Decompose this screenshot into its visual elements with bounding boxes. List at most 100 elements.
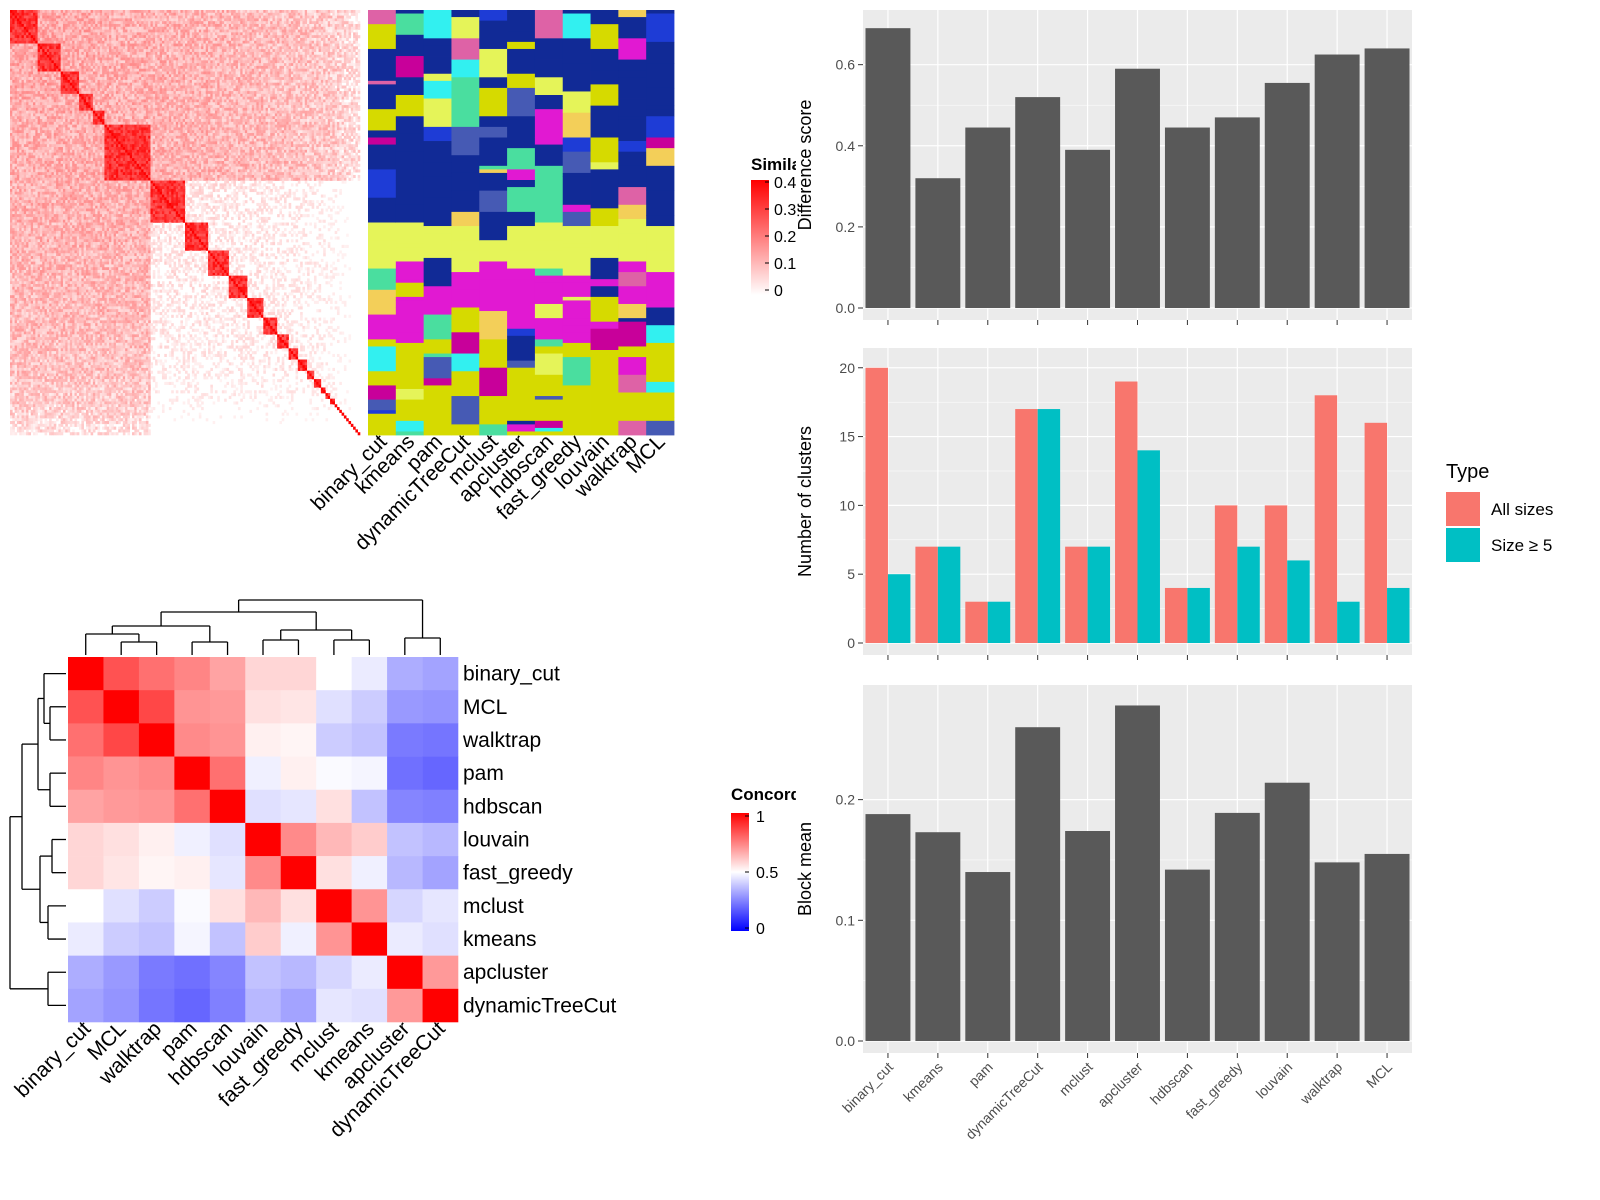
similarity-cell: [166, 57, 170, 61]
similarity-cell: [214, 15, 218, 19]
similarity-cell: [178, 29, 181, 33]
similarity-cell: [256, 93, 259, 97]
similarity-cell: [316, 26, 319, 30]
similarity-cell: [111, 65, 114, 70]
similarity-cell: [79, 32, 82, 36]
similarity-cell: [355, 26, 358, 30]
similarity-cell: [79, 82, 82, 86]
similarity-cell: [332, 23, 335, 28]
similarity-cell: [297, 46, 301, 50]
similarity-cell: [157, 40, 160, 44]
similarity-cell: [23, 82, 27, 86]
similarity-cell: [295, 91, 299, 95]
similarity-cell: [175, 46, 179, 50]
similarity-cell: [191, 74, 195, 78]
similarity-cell: [58, 65, 61, 70]
similarity-cell: [274, 10, 278, 14]
similarity-cell: [134, 91, 137, 95]
similarity-cell: [293, 82, 296, 86]
similarity-cell: [164, 21, 167, 25]
similarity-cell: [164, 71, 167, 75]
similarity-cell: [205, 49, 209, 53]
similarity-cell: [302, 10, 306, 14]
similarity-cell: [33, 79, 36, 83]
similarity-cell: [109, 37, 112, 42]
similarity-cell: [309, 32, 312, 36]
similarity-cell: [318, 23, 322, 28]
similarity-cell: [164, 65, 167, 70]
similarity-cell: [334, 99, 338, 103]
similarity-cell: [28, 23, 32, 28]
similarity-cell: [159, 99, 163, 103]
similarity-cell: [58, 102, 61, 106]
similarity-cell: [251, 35, 255, 39]
similarity-cell: [30, 60, 34, 64]
similarity-cell: [235, 18, 239, 22]
similarity-cell: [297, 71, 301, 75]
similarity-cell: [226, 60, 230, 64]
similarity-cell: [175, 40, 179, 44]
similarity-cell: [235, 23, 239, 28]
similarity-cell: [251, 82, 255, 86]
similarity-cell: [267, 82, 271, 86]
similarity-cell: [350, 54, 354, 58]
similarity-cell: [51, 10, 55, 14]
similarity-cell: [102, 18, 105, 22]
similarity-cell: [14, 35, 18, 39]
similarity-cell: [237, 82, 241, 86]
similarity-cell: [293, 88, 296, 92]
similarity-cell: [10, 15, 13, 19]
similarity-cell: [332, 88, 335, 92]
similarity-cell: [28, 32, 32, 36]
similarity-cell: [159, 10, 163, 14]
similarity-cell: [129, 79, 133, 83]
similarity-cell: [39, 88, 43, 92]
similarity-cell: [316, 82, 319, 86]
similarity-cell: [39, 79, 43, 83]
similarity-cell: [274, 15, 278, 19]
similarity-cell: [74, 96, 78, 100]
similarity-cell: [166, 99, 170, 103]
similarity-cell: [49, 68, 52, 72]
similarity-cell: [198, 23, 202, 28]
similarity-cell: [327, 79, 331, 83]
similarity-cell: [90, 15, 94, 19]
similarity-cell: [332, 60, 335, 64]
similarity-cell: [313, 32, 317, 36]
similarity-cell: [106, 65, 110, 70]
similarity-cell: [231, 77, 234, 81]
similarity-cell: [23, 35, 27, 39]
similarity-cell: [256, 54, 259, 58]
similarity-cell: [274, 79, 278, 83]
similarity-cell: [274, 37, 278, 42]
similarity-cell: [155, 91, 158, 95]
similarity-cell: [242, 71, 246, 75]
similarity-cell: [251, 49, 255, 53]
similarity-cell: [10, 102, 13, 106]
similarity-cell: [166, 54, 170, 58]
similarity-cell: [51, 40, 55, 44]
similarity-cell: [10, 10, 13, 14]
similarity-cell: [233, 23, 236, 28]
similarity-cell: [194, 99, 197, 103]
similarity-cell: [118, 93, 121, 97]
similarity-cell: [134, 54, 137, 58]
similarity-cell: [62, 51, 66, 56]
similarity-cell: [307, 74, 310, 78]
similarity-cell: [194, 57, 197, 61]
similarity-cell: [145, 99, 149, 103]
similarity-cell: [203, 54, 207, 58]
similarity-cell: [155, 21, 158, 25]
similarity-cell: [120, 74, 124, 78]
similarity-cell: [118, 12, 121, 16]
similarity-cell: [102, 57, 105, 61]
similarity-cell: [122, 54, 126, 58]
similarity-cell: [297, 88, 301, 92]
similarity-cell: [279, 10, 283, 14]
similarity-cell: [44, 35, 48, 39]
similarity-cell: [198, 18, 202, 22]
similarity-cell: [279, 99, 283, 103]
similarity-cell: [49, 74, 52, 78]
similarity-cell: [152, 12, 156, 16]
similarity-cell: [60, 79, 64, 83]
